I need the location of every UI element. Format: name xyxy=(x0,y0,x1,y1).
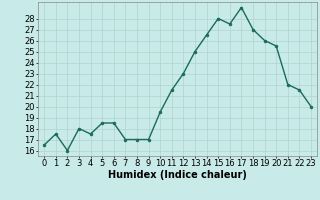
X-axis label: Humidex (Indice chaleur): Humidex (Indice chaleur) xyxy=(108,170,247,180)
